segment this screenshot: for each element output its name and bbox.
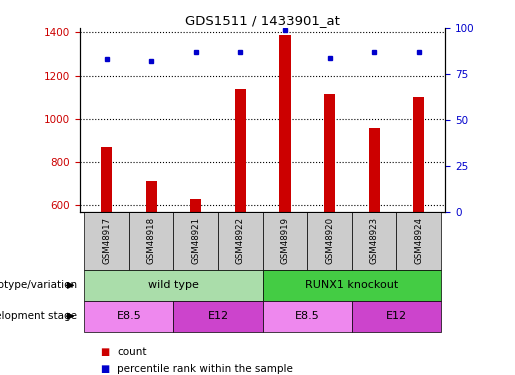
Text: percentile rank within the sample: percentile rank within the sample bbox=[117, 364, 294, 374]
Bar bbox=[413, 97, 424, 212]
Bar bbox=[263, 212, 307, 270]
Bar bbox=[146, 180, 157, 212]
Text: RUNX1 knockout: RUNX1 knockout bbox=[305, 280, 399, 290]
Bar bbox=[84, 212, 129, 270]
Bar bbox=[190, 199, 201, 212]
Text: GSM48918: GSM48918 bbox=[147, 217, 156, 264]
Text: development stage: development stage bbox=[0, 311, 77, 321]
Text: ■: ■ bbox=[100, 347, 110, 357]
Text: E8.5: E8.5 bbox=[295, 311, 320, 321]
Bar bbox=[129, 212, 174, 270]
Bar bbox=[263, 270, 441, 301]
Bar bbox=[324, 94, 335, 212]
Text: E12: E12 bbox=[208, 311, 229, 321]
Text: GSM48919: GSM48919 bbox=[281, 217, 289, 264]
Bar bbox=[279, 34, 290, 212]
Bar bbox=[307, 212, 352, 270]
Bar bbox=[397, 212, 441, 270]
Bar bbox=[369, 128, 380, 212]
Bar bbox=[235, 88, 246, 212]
Bar bbox=[101, 147, 112, 212]
Text: E12: E12 bbox=[386, 311, 407, 321]
Text: genotype/variation: genotype/variation bbox=[0, 280, 77, 290]
Bar bbox=[84, 270, 263, 301]
Text: wild type: wild type bbox=[148, 280, 199, 290]
Bar bbox=[218, 212, 263, 270]
Bar bbox=[352, 212, 397, 270]
Bar bbox=[352, 301, 441, 332]
Text: GSM48917: GSM48917 bbox=[102, 217, 111, 264]
Text: GSM48924: GSM48924 bbox=[414, 217, 423, 264]
Text: GSM48921: GSM48921 bbox=[191, 217, 200, 264]
Text: ■: ■ bbox=[100, 364, 110, 374]
Text: count: count bbox=[117, 347, 147, 357]
Bar bbox=[174, 212, 218, 270]
Bar bbox=[174, 301, 263, 332]
Text: GSM48923: GSM48923 bbox=[370, 217, 379, 264]
Bar bbox=[263, 301, 352, 332]
Text: GSM48922: GSM48922 bbox=[236, 217, 245, 264]
Text: E8.5: E8.5 bbox=[116, 311, 141, 321]
Title: GDS1511 / 1433901_at: GDS1511 / 1433901_at bbox=[185, 14, 340, 27]
Bar bbox=[84, 301, 174, 332]
Text: GSM48920: GSM48920 bbox=[325, 217, 334, 264]
